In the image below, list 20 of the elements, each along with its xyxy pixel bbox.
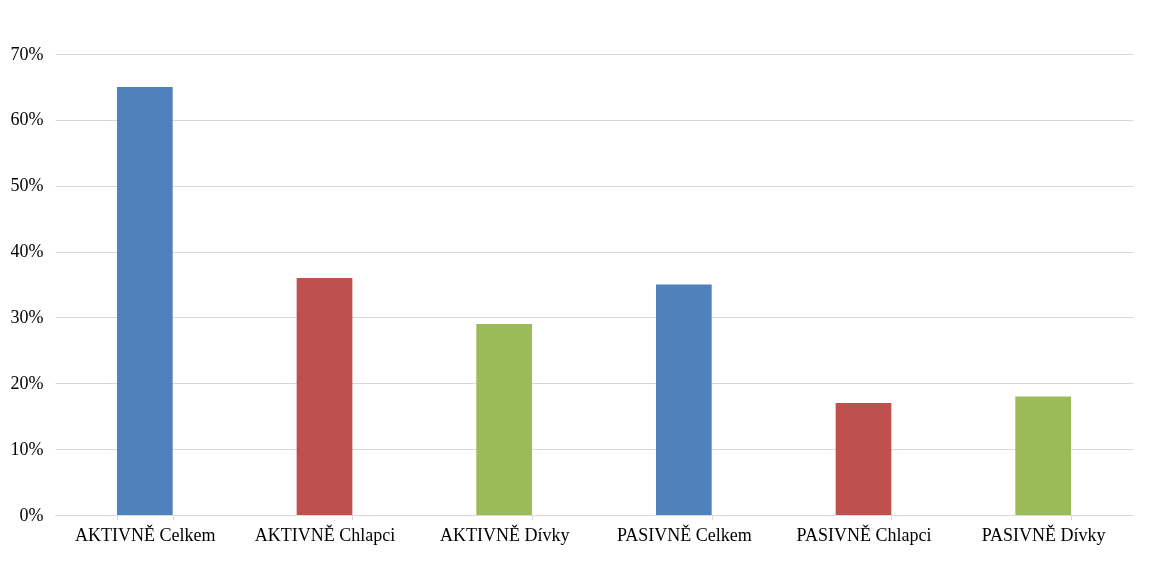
y-tick-label: 40% bbox=[10, 241, 44, 262]
x-tick-label: AKTIVNĚ Celkem bbox=[75, 523, 216, 545]
bar bbox=[835, 403, 892, 515]
x-tick-label: AKTIVNĚ Chlapci bbox=[254, 523, 396, 545]
bar bbox=[296, 277, 353, 515]
bar bbox=[655, 284, 712, 515]
x-tick-label: AKTIVNĚ Dívky bbox=[439, 523, 570, 545]
y-tick-label: 70% bbox=[10, 43, 44, 64]
y-tick-label: 0% bbox=[19, 504, 44, 525]
y-tick-label: 50% bbox=[10, 175, 44, 196]
x-tick-label: PASIVNĚ Dívky bbox=[981, 523, 1106, 545]
x-tick-label: PASIVNĚ Chlapci bbox=[796, 523, 932, 545]
y-tick-label: 60% bbox=[10, 109, 44, 130]
y-tick-label: 10% bbox=[10, 438, 44, 459]
bar bbox=[116, 86, 173, 515]
bar bbox=[1015, 396, 1072, 515]
x-tick-label: PASIVNĚ Celkem bbox=[616, 523, 752, 545]
y-tick-label: 30% bbox=[10, 306, 44, 327]
y-tick-label: 20% bbox=[10, 372, 44, 393]
bar bbox=[476, 324, 533, 515]
